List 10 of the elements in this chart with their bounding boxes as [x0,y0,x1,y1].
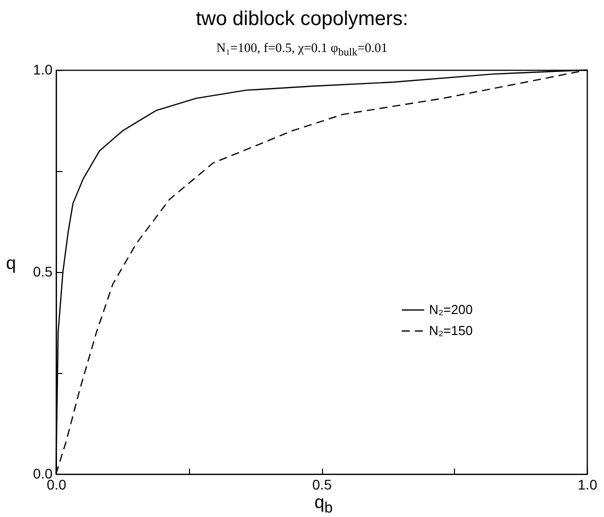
x-tick-label: 1.0 [578,476,598,492]
chart-subtitle: N₁=100, f=0.5, χ=0.1 φ$_{bulk}$=0.01 [215,40,389,59]
y-axis-title: q [6,253,16,274]
x-axis-title: q$_{b}$ [313,492,334,517]
legend-label: N₂=200 [429,302,473,317]
chart-title: two diblock copolymers: [194,8,410,31]
x-tick-label: 0.5 [312,476,332,492]
y-tick-label: 0.5 [33,264,53,280]
legend-label: N₂=150 [429,323,473,338]
y-tick-label: 1.0 [33,62,53,78]
